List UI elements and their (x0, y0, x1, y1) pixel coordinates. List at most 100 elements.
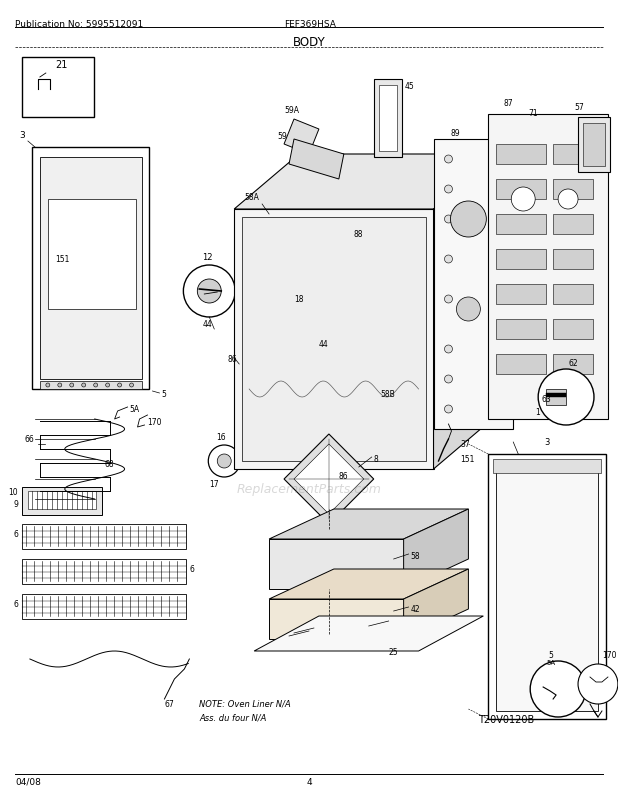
Bar (40, 382, 141, 390)
Text: 5A: 5A (130, 404, 140, 414)
Bar (22, 488, 102, 516)
Bar (22, 525, 187, 549)
Text: 16: 16 (216, 432, 226, 441)
Text: 6: 6 (13, 529, 18, 538)
Polygon shape (32, 148, 149, 390)
Bar (22, 559, 187, 585)
Text: 5A: 5A (547, 659, 556, 665)
Text: 87: 87 (503, 99, 513, 107)
Bar (497, 249, 546, 269)
Text: 59A: 59A (284, 106, 299, 115)
Bar (433, 140, 513, 429)
Bar (497, 463, 598, 711)
Bar (497, 215, 546, 235)
Text: 88: 88 (354, 229, 363, 239)
Text: 25: 25 (389, 647, 398, 656)
Text: 57: 57 (574, 103, 584, 111)
Polygon shape (269, 539, 404, 589)
Text: Ass. du four N/A: Ass. du four N/A (199, 713, 267, 722)
Polygon shape (234, 155, 498, 210)
Bar (553, 145, 593, 164)
Circle shape (184, 265, 235, 318)
Bar (553, 320, 593, 339)
Text: 66: 66 (25, 435, 35, 444)
Circle shape (217, 455, 231, 468)
Text: 58A: 58A (244, 192, 259, 202)
Circle shape (456, 298, 480, 322)
Circle shape (445, 256, 453, 264)
Bar (374, 80, 402, 158)
Text: 4: 4 (306, 777, 312, 786)
Text: 67: 67 (164, 699, 174, 708)
Circle shape (105, 383, 110, 387)
Bar (497, 180, 546, 200)
Bar (553, 215, 593, 235)
Polygon shape (433, 155, 498, 469)
Circle shape (538, 370, 594, 426)
Text: 5: 5 (549, 650, 554, 659)
Circle shape (118, 383, 122, 387)
Text: 17: 17 (210, 480, 219, 488)
Polygon shape (284, 119, 319, 155)
Bar (583, 124, 605, 167)
Text: 42: 42 (410, 604, 420, 614)
Text: 6: 6 (189, 565, 194, 573)
Circle shape (558, 190, 578, 210)
Bar (242, 217, 425, 461)
Circle shape (451, 202, 486, 237)
Text: 45: 45 (405, 82, 414, 91)
Text: 89: 89 (451, 129, 460, 138)
Bar (22, 58, 94, 118)
Polygon shape (284, 435, 374, 525)
Bar (489, 455, 606, 719)
Text: 151: 151 (461, 455, 475, 464)
Text: 62: 62 (568, 358, 578, 367)
Bar (553, 249, 593, 269)
Polygon shape (404, 569, 468, 639)
Text: 37: 37 (461, 439, 470, 448)
Text: 9: 9 (13, 500, 18, 508)
Text: NOTE: Oven Liner N/A: NOTE: Oven Liner N/A (199, 699, 291, 708)
Bar (379, 86, 397, 152)
Circle shape (445, 375, 453, 383)
Circle shape (208, 445, 240, 477)
Bar (494, 460, 601, 473)
Text: 151: 151 (55, 255, 69, 264)
Bar (553, 180, 593, 200)
Circle shape (445, 186, 453, 194)
Text: 71: 71 (528, 109, 538, 118)
Text: 10: 10 (8, 488, 18, 496)
Circle shape (445, 406, 453, 414)
Text: 86: 86 (227, 354, 237, 363)
Polygon shape (254, 616, 484, 651)
Circle shape (578, 664, 618, 704)
Text: 21: 21 (55, 60, 67, 70)
Text: Publication No: 5995512091: Publication No: 5995512091 (15, 20, 143, 29)
Bar (489, 115, 608, 419)
Text: 170: 170 (602, 650, 616, 659)
Text: 44: 44 (319, 339, 329, 349)
Bar (553, 354, 593, 375)
Bar (497, 285, 546, 305)
Text: 8: 8 (374, 455, 378, 464)
Polygon shape (404, 509, 468, 589)
Polygon shape (269, 509, 468, 539)
Text: 12: 12 (202, 253, 213, 261)
Circle shape (70, 383, 74, 387)
Circle shape (445, 216, 453, 224)
Text: 68: 68 (105, 460, 114, 468)
Text: 3: 3 (544, 437, 550, 447)
Text: 6: 6 (13, 599, 18, 608)
Text: BODY: BODY (293, 36, 326, 49)
Text: 63: 63 (541, 395, 551, 403)
Bar (22, 594, 187, 619)
Text: 58: 58 (410, 551, 420, 561)
Bar (546, 394, 566, 398)
Bar (546, 390, 566, 406)
Text: 59: 59 (277, 132, 287, 141)
Circle shape (445, 296, 453, 304)
Polygon shape (294, 444, 364, 514)
Circle shape (82, 383, 86, 387)
Text: 04/08: 04/08 (15, 777, 41, 786)
Bar (497, 145, 546, 164)
